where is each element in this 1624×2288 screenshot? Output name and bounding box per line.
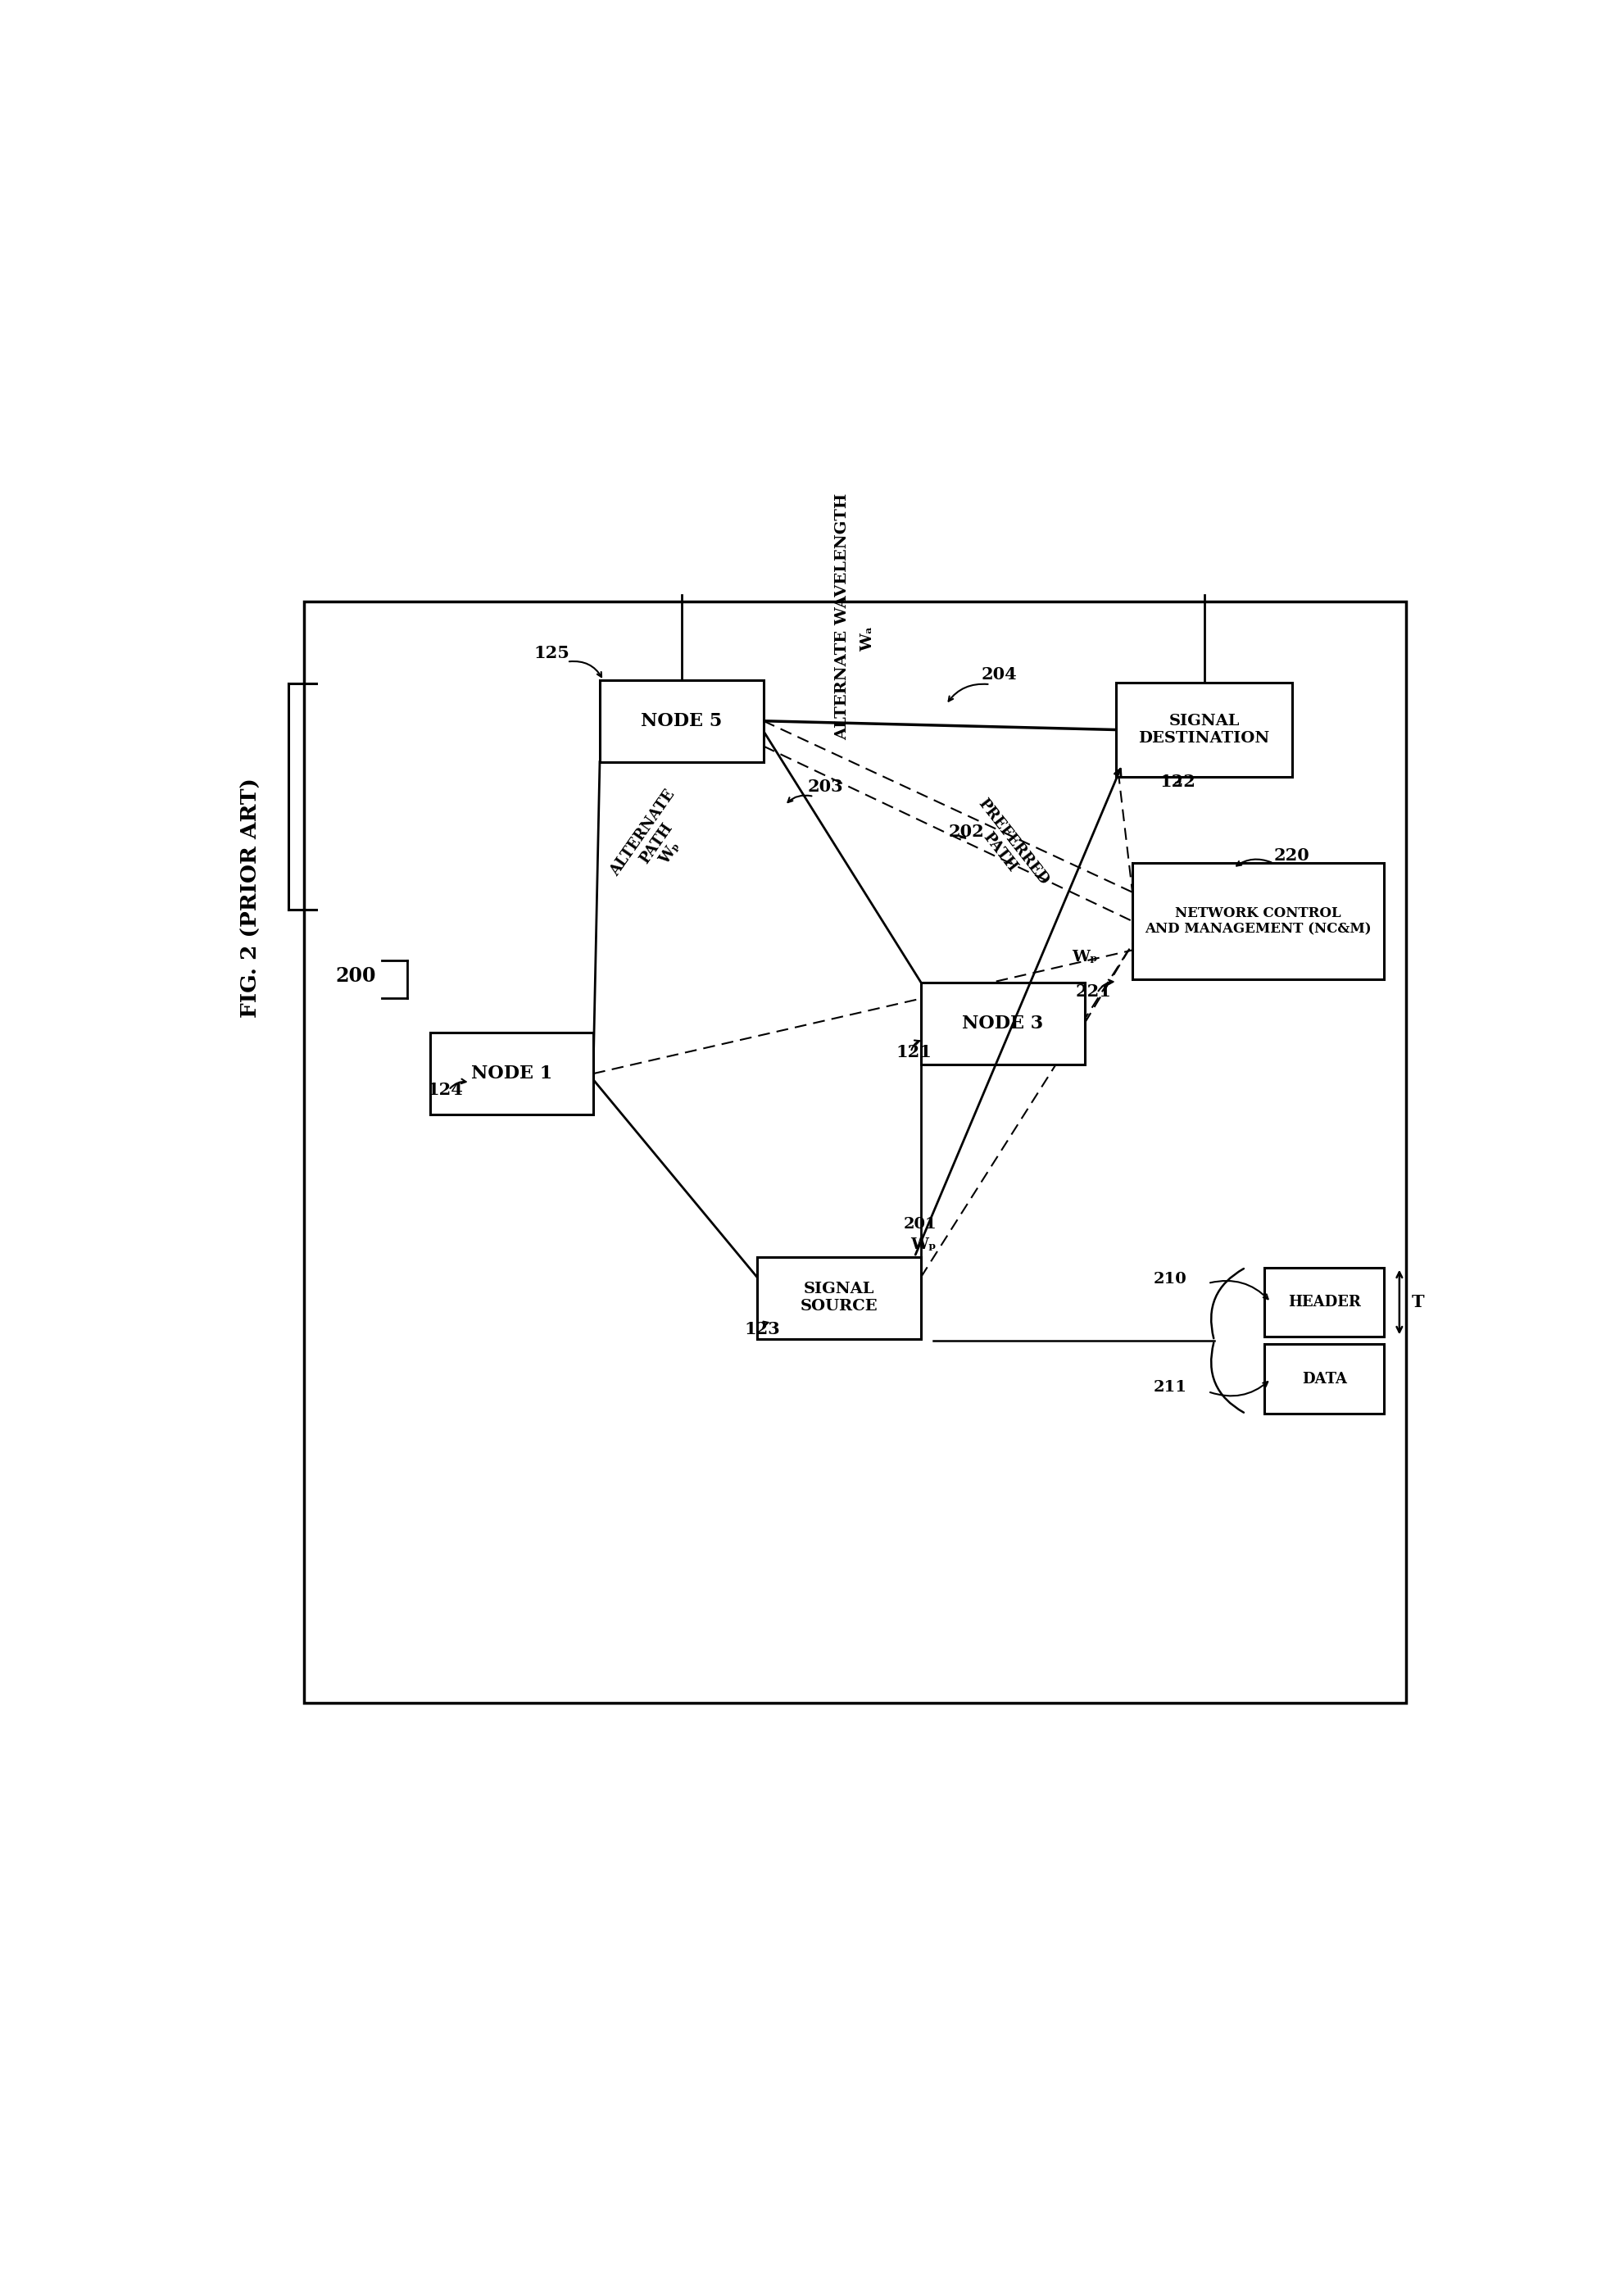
Text: ALTERNATE WAVELENGTH: ALTERNATE WAVELENGTH — [835, 492, 849, 739]
FancyBboxPatch shape — [1132, 863, 1384, 979]
Text: SIGNAL
DESTINATION: SIGNAL DESTINATION — [1138, 714, 1270, 746]
Text: 200: 200 — [335, 966, 375, 986]
Text: 201: 201 — [903, 1217, 935, 1231]
Text: NODE 5: NODE 5 — [640, 712, 723, 730]
Text: PREFERRED
PATH: PREFERRED PATH — [961, 796, 1051, 897]
Text: 125: 125 — [534, 645, 570, 661]
Text: 210: 210 — [1153, 1272, 1186, 1286]
FancyBboxPatch shape — [304, 602, 1405, 1702]
FancyBboxPatch shape — [757, 1256, 921, 1338]
Text: 203: 203 — [807, 778, 843, 794]
FancyBboxPatch shape — [921, 982, 1085, 1064]
Text: Wₚ: Wₚ — [1072, 950, 1098, 966]
Text: ALTERNATE
PATH
Wₚ: ALTERNATE PATH Wₚ — [607, 787, 705, 899]
Text: 123: 123 — [744, 1320, 780, 1338]
Text: FIG. 2 (PRIOR ART): FIG. 2 (PRIOR ART) — [240, 778, 261, 1018]
Text: 221: 221 — [1075, 984, 1111, 1000]
FancyBboxPatch shape — [429, 1032, 593, 1114]
FancyBboxPatch shape — [1263, 1268, 1384, 1336]
FancyBboxPatch shape — [599, 680, 763, 762]
Text: NETWORK CONTROL
AND MANAGEMENT (NC&M): NETWORK CONTROL AND MANAGEMENT (NC&M) — [1145, 906, 1371, 936]
Text: DATA: DATA — [1301, 1371, 1346, 1387]
Text: 121: 121 — [895, 1043, 931, 1059]
Text: Wₚ: Wₚ — [911, 1238, 935, 1252]
Text: Wₐ: Wₐ — [861, 627, 875, 652]
Text: NODE 1: NODE 1 — [471, 1064, 552, 1082]
Text: NODE 3: NODE 3 — [961, 1014, 1043, 1032]
FancyBboxPatch shape — [1263, 1345, 1384, 1414]
FancyBboxPatch shape — [1116, 682, 1291, 778]
Text: 202: 202 — [948, 824, 984, 840]
Text: 211: 211 — [1153, 1380, 1187, 1396]
Text: 122: 122 — [1160, 773, 1195, 789]
Text: 124: 124 — [427, 1082, 463, 1098]
Text: SIGNAL
SOURCE: SIGNAL SOURCE — [801, 1281, 877, 1313]
Text: 220: 220 — [1273, 847, 1309, 865]
Text: 204: 204 — [981, 666, 1017, 682]
Text: T: T — [1411, 1295, 1424, 1311]
Text: HEADER: HEADER — [1288, 1295, 1361, 1309]
